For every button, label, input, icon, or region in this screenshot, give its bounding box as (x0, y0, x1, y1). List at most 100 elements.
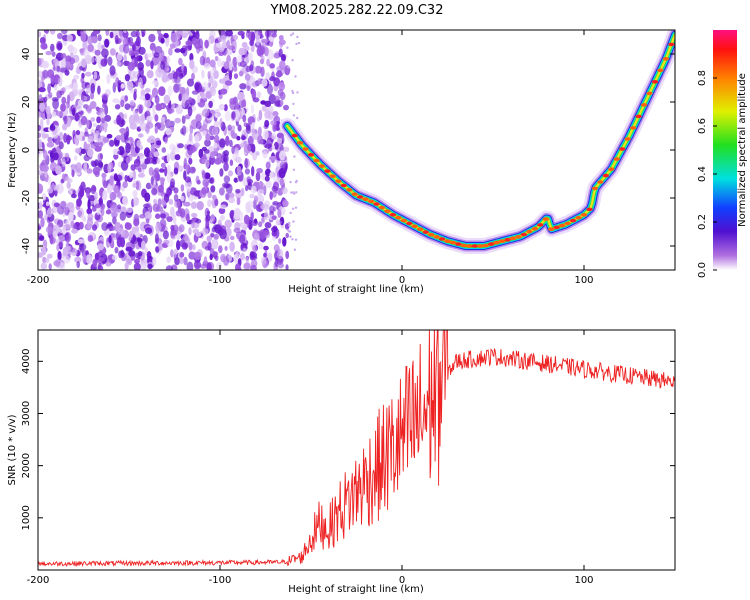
noise-speckle (97, 85, 101, 95)
noise-speckle (188, 227, 192, 236)
noise-speckle (230, 129, 235, 137)
noise-speckle (150, 60, 154, 70)
noise-speckle (184, 176, 191, 183)
noise-speckle (257, 126, 262, 136)
noise-speckle (254, 218, 258, 224)
noise-speckle (49, 161, 57, 172)
noise-speckle (206, 262, 212, 270)
noise-speckle (147, 263, 153, 270)
noise-speckle (205, 219, 210, 230)
noise-speckle (223, 104, 228, 112)
noise-speckle (147, 157, 154, 164)
noise-speckle (284, 155, 288, 164)
noise-speckle (250, 45, 255, 52)
ridge-peak (329, 174, 336, 178)
noise-speckle (219, 214, 225, 221)
ridge-peak (438, 237, 446, 241)
noise-speckle (224, 219, 232, 229)
noise-speckle (246, 124, 252, 134)
noise-speckle (262, 38, 269, 44)
noise-speckle (93, 141, 100, 147)
noise-speckle (252, 97, 260, 103)
noise-speckle (38, 183, 44, 194)
noise-speckle (179, 239, 186, 248)
noise-speckle (130, 164, 136, 171)
noise-speckle (277, 89, 284, 97)
ridge-peak (559, 223, 566, 228)
noise-speckle (160, 162, 166, 168)
noise-speckle (167, 164, 171, 175)
noise-speckle (213, 142, 218, 149)
colorbar-tick-label: 0.0 (697, 262, 708, 278)
y-tick-label: 0 (21, 147, 32, 153)
noise-speckle (64, 234, 70, 242)
ridge-peak (548, 227, 555, 231)
noise-speckle (177, 83, 181, 90)
noise-speckle (61, 96, 67, 104)
noise-speckle (259, 137, 264, 145)
noise-speckle (257, 78, 262, 85)
noise-speckle (134, 225, 140, 232)
noise-speckle (233, 227, 241, 233)
noise-speckle (277, 208, 282, 218)
ridge-peak (367, 199, 375, 204)
noise-speckle (233, 177, 239, 183)
ridge-peak (564, 221, 571, 226)
noise-speckle (55, 258, 61, 269)
noise-speckle (157, 122, 165, 131)
noise-speckle (227, 124, 232, 131)
noise-speckle (194, 134, 200, 143)
noise-speckle (297, 41, 301, 45)
noise-speckle (248, 52, 253, 62)
noise-speckle (222, 151, 226, 158)
noise-speckle (121, 251, 125, 258)
noise-speckle (205, 133, 211, 141)
noise-speckle (174, 75, 181, 84)
noise-speckle (189, 53, 194, 62)
noise-speckle (87, 235, 94, 242)
noise-speckle (53, 184, 59, 192)
noise-speckle (62, 123, 68, 131)
noise-speckle (72, 189, 76, 196)
ridge-peak (629, 126, 637, 130)
noise-speckle (102, 190, 108, 201)
noise-speckle (39, 102, 45, 112)
noise-speckle (183, 234, 189, 242)
noise-speckle (225, 193, 230, 201)
noise-speckle (264, 109, 271, 119)
noise-speckle (223, 175, 231, 184)
noise-speckle (77, 99, 84, 107)
noise-speckle (60, 178, 64, 184)
noise-speckle (158, 243, 163, 251)
noise-speckle (238, 70, 244, 77)
noise-speckle (252, 81, 258, 88)
noise-speckle (250, 185, 257, 194)
noise-speckle (119, 128, 127, 134)
noise-speckle (107, 56, 113, 66)
noise-speckle (236, 165, 242, 176)
x-tick-label: 0 (399, 575, 405, 586)
noise-speckle (144, 192, 151, 202)
ridge-peak (651, 80, 659, 84)
noise-speckle (165, 128, 172, 136)
noise-speckle (49, 30, 56, 35)
noise-speckle (114, 104, 121, 110)
noise-speckle (279, 41, 283, 48)
noise-speckle (81, 72, 85, 79)
noise-speckle (225, 30, 233, 37)
noise-speckle (120, 83, 126, 89)
noise-speckle (99, 108, 105, 119)
noise-speckle (295, 42, 298, 46)
noise-speckle (170, 206, 175, 218)
noise-speckle (154, 125, 158, 134)
noise-speckle (247, 208, 254, 214)
noise-speckle (279, 178, 284, 186)
noise-speckle (41, 60, 50, 69)
noise-speckle (224, 245, 228, 251)
noise-speckle (292, 220, 295, 223)
noise-speckle (137, 251, 143, 257)
noise-speckle (276, 132, 284, 139)
noise-speckle (89, 101, 97, 109)
noise-speckle (233, 34, 238, 41)
noise-speckle (68, 91, 75, 102)
